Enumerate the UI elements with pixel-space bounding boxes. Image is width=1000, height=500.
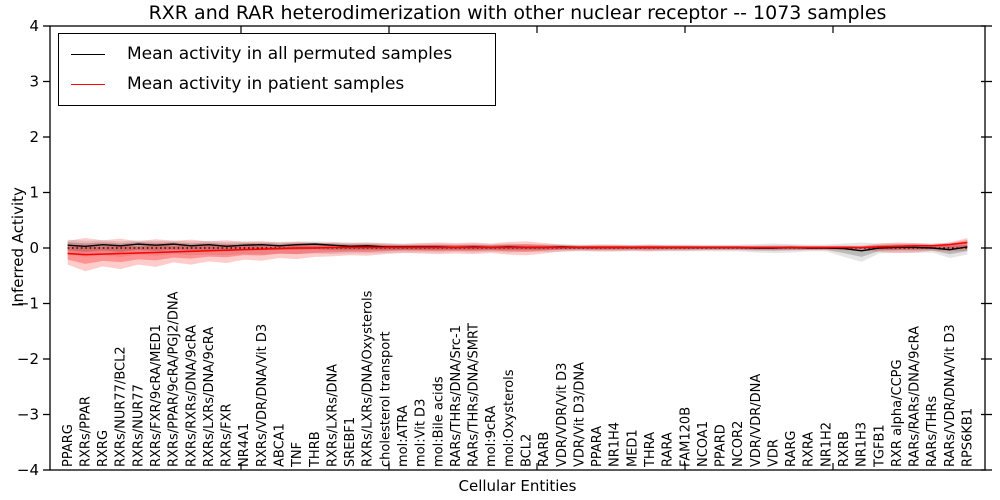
x-tick-label: RXRs/FXR/9cRA/MED1 <box>149 324 164 467</box>
x-tick-label: RXRs/NUR77 <box>131 384 146 467</box>
chart-title: RXR and RAR heterodimerization with othe… <box>148 2 887 24</box>
x-tick-label: VDR/Vit D3/DNA <box>572 362 587 467</box>
x-tick-label: RARs/THRs <box>925 396 940 467</box>
x-tick-label: SREBF1 <box>343 417 358 467</box>
x-tick-label: RXR alpha/CCPG <box>890 359 905 467</box>
y-tick-label: 2 <box>29 128 39 146</box>
legend-line-permuted-icon <box>71 53 105 55</box>
y-tick-label: −1 <box>17 295 39 313</box>
x-tick-label: NCOR2 <box>731 421 746 467</box>
x-tick-label: NCOA1 <box>696 421 711 467</box>
x-tick-label: RXRB <box>837 431 852 467</box>
x-tick-label: NR4A1 <box>237 423 252 467</box>
x-tick-label: VDR/VDR/Vit D3 <box>555 363 570 467</box>
x-tick-label: PPARA <box>590 426 605 467</box>
x-tick-label: RARs/THRs/DNA/SMRT <box>467 323 482 467</box>
x-tick-label: RPS6KB1 <box>961 408 976 467</box>
x-tick-label: RARs/VDR/DNA/Vit D3 <box>943 324 958 467</box>
y-axis-label: Inferred Activity <box>9 187 27 307</box>
legend-entry-permuted: Mean activity in all permuted samples <box>71 42 483 66</box>
band-patient-samples-range <box>67 238 968 272</box>
x-tick-label: BCL2 <box>519 434 534 467</box>
x-tick-label: MED1 <box>625 429 640 467</box>
x-tick-label: TGFB1 <box>872 424 887 468</box>
x-tick-label: RXRs/FXR <box>220 403 235 467</box>
x-axis-label: Cellular Entities <box>458 477 577 495</box>
y-tick-label: 4 <box>29 17 39 35</box>
x-tick-label: RXRs/NUR77/BCL2 <box>114 346 129 467</box>
x-tick-label: mol:9cRA <box>484 405 499 467</box>
y-tick-label: 1 <box>29 184 39 202</box>
x-tick-label: RXRs/PPAR <box>78 396 93 467</box>
x-tick-label: THRA <box>643 432 658 468</box>
y-tick-label: −4 <box>17 461 39 479</box>
band-inner-permuted-samples-range <box>67 241 968 257</box>
y-tick-label: 0 <box>29 239 39 257</box>
x-tick-label: RXRs/RXRs/DNA/9cRA <box>184 325 199 467</box>
x-tick-label: mol:ATRA <box>396 405 411 467</box>
x-tick-label: RXRs/LXRs/DNA <box>325 364 340 467</box>
x-tick-label: PPARD <box>714 424 729 467</box>
x-tick-label: RXRA <box>802 432 817 467</box>
y-tick-label: −3 <box>17 406 39 424</box>
x-tick-label: cholesterol transport <box>378 331 393 467</box>
legend-label-permuted: Mean activity in all permuted samples <box>127 44 453 64</box>
x-tick-label: RXRs/LXRs/DNA/Oxysterols <box>361 290 376 467</box>
x-tick-label: mol:Bile acids <box>431 376 446 467</box>
x-tick-label: ABCA1 <box>272 423 287 467</box>
legend: Mean activity in all permuted samples Me… <box>58 33 496 106</box>
x-tick-label: RARs/THRs/DNA/Src-1 <box>449 325 464 467</box>
x-tick-label: RXRG <box>96 430 111 467</box>
x-tick-label: NR1H3 <box>855 422 870 467</box>
x-tick-label: RARA <box>661 432 676 467</box>
x-tick-label: FAM120B <box>678 407 693 467</box>
legend-label-patient: Mean activity in patient samples <box>127 74 405 94</box>
x-tick-label: THRB <box>308 431 323 468</box>
x-tick-label: mol:Vit D3 <box>414 399 429 467</box>
x-tick-label: RARB <box>537 432 552 467</box>
line-patient-mean <box>67 241 968 256</box>
x-tick-label: NR1H2 <box>819 422 834 467</box>
x-tick-label: TNF <box>290 442 305 468</box>
band-inner-patient-samples-range <box>67 240 968 264</box>
legend-line-patient-icon <box>71 83 105 85</box>
x-tick-label: VDR <box>766 439 781 467</box>
x-tick-label: RXRs/VDR/DNA/Vit D3 <box>255 324 270 467</box>
x-tick-label: RARG <box>784 430 799 467</box>
x-tick-label: PPARG <box>61 424 76 467</box>
legend-entry-patient: Mean activity in patient samples <box>71 72 483 96</box>
x-tick-label: VDR/VDR/DNA <box>749 374 764 467</box>
y-tick-label: 3 <box>29 73 39 91</box>
x-tick-label: RXRs/PPAR/9cRA/PGJ2/DNA <box>167 291 182 467</box>
y-tick-label: −2 <box>17 350 39 368</box>
x-tick-label: RARs/RARs/DNA/9cRA <box>908 326 923 467</box>
x-tick-label: mol:Oxysterols <box>502 369 517 467</box>
x-tick-label: NR1H4 <box>608 422 623 467</box>
x-tick-label: RXRs/LXRs/DNA/9cRA <box>202 327 217 467</box>
